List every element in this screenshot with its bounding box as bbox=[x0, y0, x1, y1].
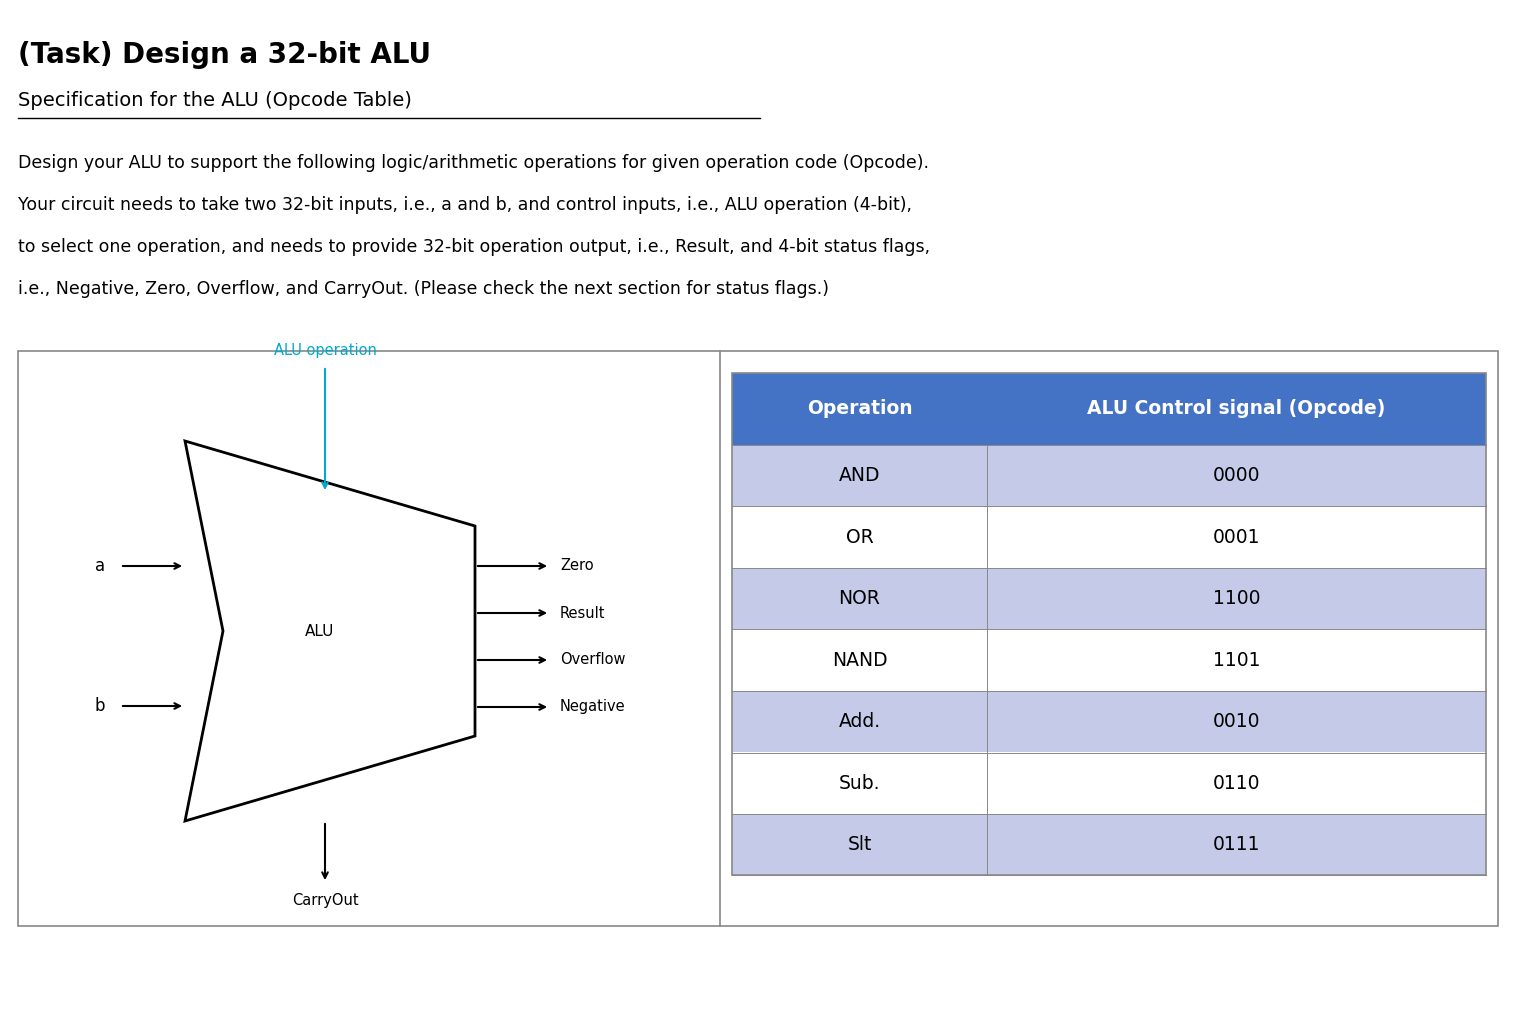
Text: Specification for the ALU (Opcode Table): Specification for the ALU (Opcode Table) bbox=[18, 91, 412, 110]
Text: Zero: Zero bbox=[559, 558, 594, 574]
Text: Add.: Add. bbox=[838, 712, 881, 732]
Text: Result: Result bbox=[559, 605, 605, 621]
Bar bbox=[732, 814, 987, 875]
Bar bbox=[987, 630, 1486, 690]
Bar bbox=[18, 351, 1498, 926]
Bar bbox=[987, 752, 1486, 814]
Text: 0010: 0010 bbox=[1213, 712, 1260, 732]
Text: a: a bbox=[96, 557, 105, 575]
Text: Overflow: Overflow bbox=[559, 653, 626, 668]
Bar bbox=[732, 690, 987, 752]
Bar bbox=[732, 373, 1486, 445]
Text: b: b bbox=[94, 697, 105, 715]
Bar bbox=[732, 630, 987, 690]
Text: NOR: NOR bbox=[838, 589, 881, 608]
Text: Negative: Negative bbox=[559, 700, 626, 714]
Text: OR: OR bbox=[846, 527, 873, 547]
Bar bbox=[987, 507, 1486, 568]
Text: 0001: 0001 bbox=[1213, 527, 1260, 547]
Bar bbox=[732, 445, 987, 507]
Bar bbox=[987, 814, 1486, 875]
Text: ALU: ALU bbox=[305, 624, 335, 638]
Text: Slt: Slt bbox=[847, 835, 872, 855]
Text: NAND: NAND bbox=[832, 650, 887, 670]
Text: 1101: 1101 bbox=[1213, 650, 1260, 670]
Text: 0111: 0111 bbox=[1213, 835, 1260, 855]
Text: 0110: 0110 bbox=[1213, 774, 1260, 793]
Polygon shape bbox=[185, 441, 475, 821]
Text: (Task) Design a 32-bit ALU: (Task) Design a 32-bit ALU bbox=[18, 41, 431, 69]
Text: CarryOut: CarryOut bbox=[291, 893, 358, 908]
Text: Sub.: Sub. bbox=[838, 774, 881, 793]
Text: Design your ALU to support the following logic/arithmetic operations for given o: Design your ALU to support the following… bbox=[18, 154, 929, 172]
Text: i.e., Negative, Zero, Overflow, and CarryOut. (Please check the next section for: i.e., Negative, Zero, Overflow, and Carr… bbox=[18, 280, 829, 298]
Text: 0000: 0000 bbox=[1213, 466, 1260, 485]
Bar bbox=[987, 568, 1486, 630]
Text: AND: AND bbox=[838, 466, 881, 485]
Text: ALU operation: ALU operation bbox=[273, 343, 376, 358]
Bar bbox=[732, 752, 987, 814]
Text: ALU Control signal (Opcode): ALU Control signal (Opcode) bbox=[1087, 399, 1386, 419]
Text: Your circuit needs to take two 32-bit inputs, i.e., a and b, and control inputs,: Your circuit needs to take two 32-bit in… bbox=[18, 196, 913, 214]
Bar bbox=[987, 445, 1486, 507]
Bar bbox=[732, 507, 987, 568]
Bar bbox=[732, 373, 1486, 875]
Text: Operation: Operation bbox=[807, 399, 913, 419]
Bar bbox=[987, 690, 1486, 752]
Bar bbox=[732, 568, 987, 630]
Text: 1100: 1100 bbox=[1213, 589, 1260, 608]
Text: to select one operation, and needs to provide 32-bit operation output, i.e., Res: to select one operation, and needs to pr… bbox=[18, 238, 931, 256]
